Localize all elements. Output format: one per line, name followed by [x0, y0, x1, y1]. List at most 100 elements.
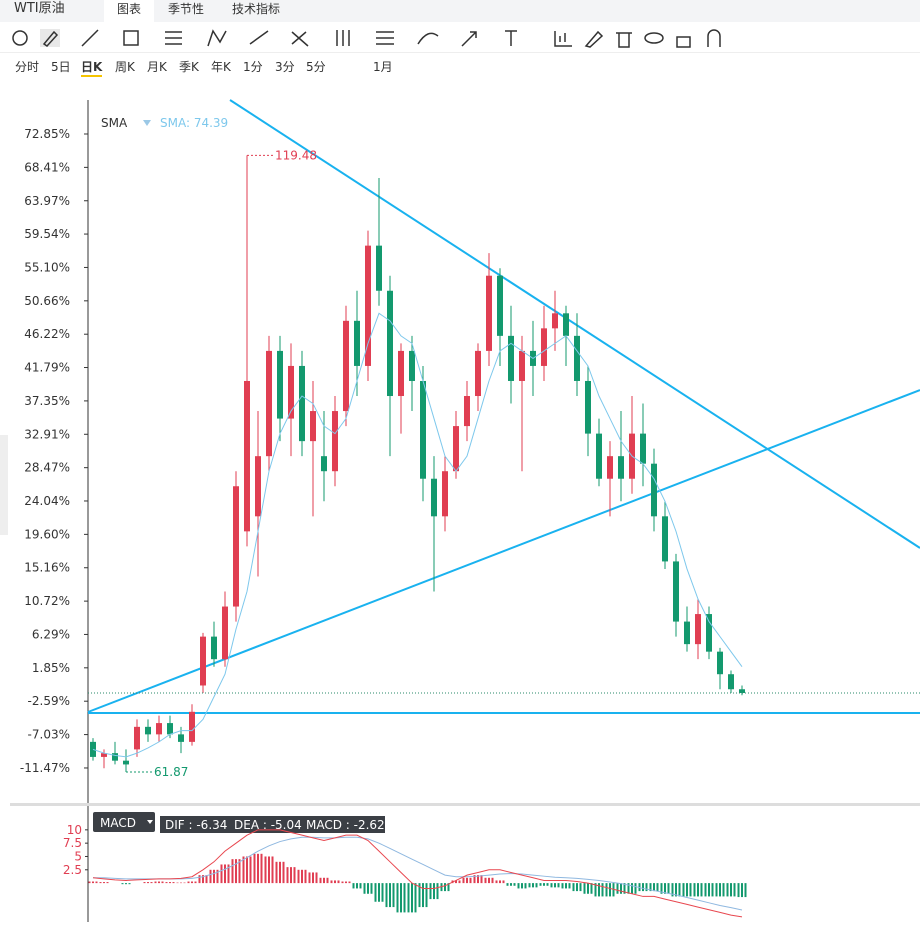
period[interactable]: 3分 [275, 60, 295, 74]
candle-body [563, 313, 569, 336]
tool-icon[interactable] [554, 31, 572, 47]
candle-body [596, 433, 602, 479]
candle-body [728, 674, 734, 690]
y-tick-label: -11.47% [20, 761, 70, 775]
macd-badge[interactable] [93, 812, 155, 832]
tool-icon[interactable] [584, 30, 604, 48]
period[interactable]: 分时 [15, 60, 40, 74]
y-tick-label: 19.60% [24, 527, 70, 541]
legend-arrow[interactable] [143, 120, 151, 126]
period[interactable]: 周K [115, 60, 135, 74]
period[interactable]: 年K [211, 60, 231, 74]
candle-body [497, 275, 503, 336]
tool-icon[interactable] [505, 30, 517, 46]
tool-icon[interactable] [249, 30, 269, 45]
tool-icon[interactable] [417, 32, 439, 45]
period[interactable]: 1分 [243, 60, 263, 74]
candle-body [486, 275, 492, 351]
candle-body [222, 606, 228, 660]
candle-body [343, 320, 349, 412]
tool-icon[interactable] [81, 29, 99, 47]
min-label: 61.87 [154, 765, 188, 779]
y-tick-label: 32.91% [24, 427, 70, 441]
badge-arrow [147, 820, 153, 824]
legend-name: SMA [101, 116, 128, 130]
period[interactable]: 5日 [51, 60, 71, 74]
legend-value: SMA: 74.39 [160, 116, 228, 130]
tool-icon[interactable] [123, 30, 139, 46]
candle-body [233, 486, 239, 607]
tool-icon[interactable] [644, 32, 664, 44]
candle-body [288, 365, 294, 419]
candle-body [574, 335, 580, 381]
y-tick-label: 1.85% [32, 661, 70, 675]
macd-legend: MACD : -2.62 [306, 818, 385, 832]
macd-tick-label: 7.5 [63, 836, 82, 850]
y-tick-label: 6.29% [32, 627, 70, 641]
trend-line [87, 389, 920, 713]
y-tick-label: 55.10% [24, 260, 70, 274]
tool-icon[interactable] [676, 36, 691, 48]
macd-legend-box [160, 816, 385, 833]
macd-legend: DEA : -5.04 [234, 818, 302, 832]
tab[interactable]: 图表 [104, 0, 154, 22]
period[interactable]: 日K [81, 58, 103, 77]
period[interactable]: 5分 [306, 60, 326, 74]
candle-body [420, 380, 426, 479]
period[interactable]: 月K [147, 60, 167, 74]
period[interactable]: 季K [179, 60, 199, 74]
candle-body [453, 426, 459, 472]
macd-legend: DIF : -6.34 [165, 818, 227, 832]
candle-body [585, 380, 591, 434]
candle-body [178, 734, 184, 742]
tab[interactable]: 技术指标 [232, 2, 281, 16]
tool-icon[interactable] [165, 31, 182, 45]
y-tick-label: 72.85% [24, 127, 70, 141]
trend-lines [87, 99, 920, 714]
candle-body [409, 350, 415, 381]
candle-body [123, 760, 129, 765]
candle-body [244, 380, 250, 532]
side-handle[interactable] [0, 435, 8, 535]
candle-body [112, 753, 118, 761]
candle-body [310, 411, 316, 442]
period[interactable]: 1月 [373, 60, 393, 74]
tool-icon[interactable] [291, 31, 309, 47]
y-tick-label: -7.03% [28, 728, 70, 742]
y-tick-label: 68.41% [24, 160, 70, 174]
trend-line [229, 99, 920, 549]
y-tick-label: 15.16% [24, 561, 70, 575]
macd-dea [93, 836, 743, 911]
candle-body [673, 561, 679, 622]
candle-body [695, 614, 701, 645]
tool-icon[interactable] [707, 29, 721, 47]
y-tick-label: 46.22% [24, 327, 70, 341]
tab-bar: WTI原油 图表 季节性 技术指标 [0, 0, 920, 22]
candle-body [332, 411, 338, 472]
tab[interactable]: 季节性 [168, 2, 205, 16]
tool-icon[interactable] [336, 30, 350, 46]
candle-body [464, 396, 470, 427]
candle-body [277, 350, 283, 419]
candle-body [640, 433, 646, 464]
macd-tick-label: 2.5 [63, 863, 82, 877]
candle-body [255, 456, 261, 517]
tool-icon[interactable] [461, 31, 477, 47]
candle-body [167, 723, 173, 735]
tool-icon[interactable] [376, 31, 394, 45]
tool-icon[interactable] [42, 30, 59, 47]
tool-icon[interactable] [12, 30, 28, 46]
candle-body [189, 711, 195, 742]
candle-body [321, 456, 327, 472]
candle-body [376, 245, 382, 291]
candle-body [717, 651, 723, 675]
y-tick-label: 28.47% [24, 461, 70, 475]
candle-body [431, 478, 437, 517]
candle-body [739, 689, 745, 694]
y-tick-label: 10.72% [24, 594, 70, 608]
y-tick-label: 37.35% [24, 394, 70, 408]
tool-icon[interactable] [616, 32, 632, 48]
tool-icon[interactable] [207, 29, 227, 47]
